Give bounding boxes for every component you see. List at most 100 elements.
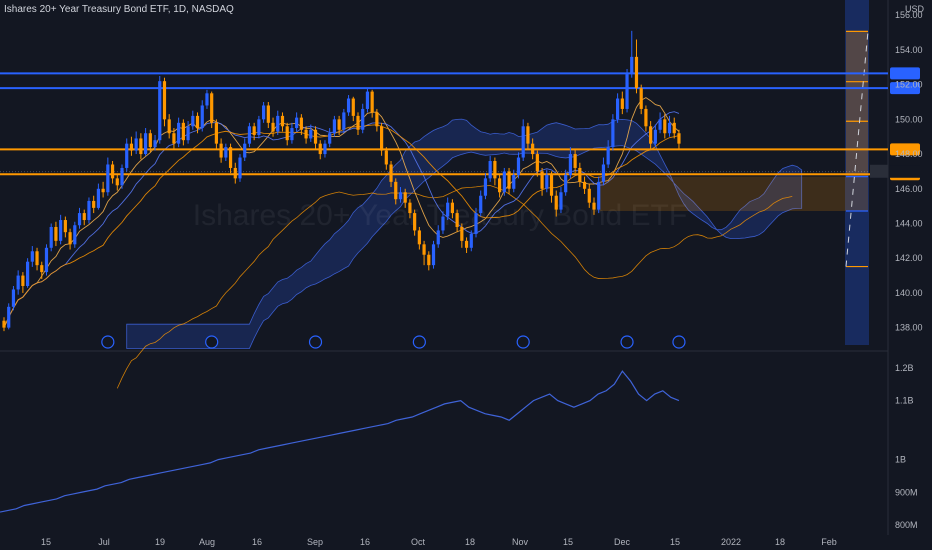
candle-body bbox=[73, 225, 77, 245]
candle-body bbox=[370, 91, 374, 113]
candle-body bbox=[573, 154, 577, 168]
candle-body bbox=[403, 192, 407, 203]
candle-body bbox=[342, 112, 346, 130]
y-tick-label: 156.00 bbox=[895, 10, 923, 20]
candle-body bbox=[526, 126, 530, 144]
candle-body bbox=[606, 147, 610, 165]
candle-body bbox=[564, 174, 568, 193]
candle-body bbox=[578, 167, 582, 182]
candle-body bbox=[464, 240, 469, 248]
dividend-marker-circle bbox=[412, 335, 426, 349]
y-tick-label: 138.00 bbox=[895, 323, 923, 333]
candle-body bbox=[549, 174, 554, 196]
x-tick-label: Jul bbox=[98, 537, 110, 547]
x-tick-label: 18 bbox=[465, 537, 475, 547]
time-axis: 15 Jul 19 Aug 16 Sep 16 Oct 18 Nov 15 Dec 15 2022 18 Fe… bbox=[41, 537, 837, 547]
candle-body bbox=[455, 213, 459, 227]
candle-body bbox=[106, 164, 110, 193]
candle-body bbox=[252, 126, 256, 135]
dividend-marker-circle bbox=[516, 335, 530, 349]
candle-body bbox=[77, 213, 82, 226]
candle-body bbox=[228, 147, 233, 168]
candle-body bbox=[295, 117, 299, 129]
x-tick-label: 19 bbox=[155, 537, 165, 547]
volume-axis: 1.2B 1.1B 1B 900M 800M bbox=[895, 363, 918, 530]
candle-body bbox=[11, 289, 16, 307]
candle-body bbox=[545, 174, 549, 189]
candle-body bbox=[535, 154, 539, 172]
candle-body bbox=[653, 129, 657, 144]
fib-zone-lower bbox=[600, 176, 868, 211]
candle-body bbox=[601, 164, 606, 182]
currency-label: USD bbox=[905, 4, 925, 14]
price-line-tag bbox=[890, 82, 920, 95]
candle-body bbox=[214, 122, 218, 144]
candle-body bbox=[195, 115, 200, 129]
dividend-markers bbox=[101, 335, 686, 349]
candle-body bbox=[540, 171, 544, 189]
candle-body bbox=[2, 320, 6, 328]
candle-body bbox=[408, 202, 412, 214]
candle-body bbox=[422, 244, 426, 255]
x-tick-label: 16 bbox=[360, 537, 370, 547]
candle-body bbox=[257, 119, 261, 135]
candle-body bbox=[191, 115, 195, 127]
avg-value-tag bbox=[890, 165, 920, 178]
candle-body bbox=[625, 74, 629, 109]
candle-body bbox=[356, 115, 360, 130]
price-line-tag bbox=[890, 67, 920, 80]
candle-body bbox=[26, 261, 30, 286]
candle-body bbox=[634, 56, 639, 89]
candle-body bbox=[181, 122, 185, 141]
chart-title: Ishares 20+ Year Treasury Bond ETF, 1D, … bbox=[4, 4, 234, 15]
candle-body bbox=[649, 126, 653, 144]
price-line-tag bbox=[890, 143, 920, 156]
candle-body bbox=[488, 161, 492, 179]
candle-body bbox=[40, 265, 44, 273]
candle-body bbox=[446, 202, 450, 217]
y-tick-label: 142.00 bbox=[895, 253, 923, 263]
candle-body bbox=[177, 122, 181, 144]
x-tick-label: Aug bbox=[199, 537, 215, 547]
candle-body bbox=[205, 93, 209, 106]
candle-body bbox=[158, 81, 162, 141]
candle-body bbox=[63, 220, 67, 233]
candle-body bbox=[658, 119, 662, 130]
candle-body bbox=[87, 200, 91, 221]
candle-body bbox=[436, 230, 440, 245]
candle-body bbox=[49, 226, 53, 248]
candle-body bbox=[413, 213, 417, 231]
candle-body bbox=[82, 213, 86, 221]
x-tick-label: 18 bbox=[775, 537, 785, 547]
y-tick-label: 144.00 bbox=[895, 218, 923, 228]
candle-body bbox=[233, 167, 237, 179]
candle-body bbox=[417, 230, 421, 245]
candle-body bbox=[380, 126, 384, 151]
candle-body bbox=[502, 171, 506, 193]
candle-body bbox=[582, 181, 587, 189]
candle-body bbox=[587, 188, 591, 203]
candle-body bbox=[271, 122, 275, 132]
candle-body bbox=[120, 167, 124, 186]
dividend-marker-circle bbox=[620, 335, 634, 349]
candle-body bbox=[285, 126, 289, 141]
candle-body bbox=[210, 93, 214, 123]
candle-body bbox=[375, 112, 379, 127]
fib-highlight bbox=[845, 0, 869, 345]
x-tick-label: 15 bbox=[670, 537, 680, 547]
candle-body bbox=[361, 108, 365, 130]
candle-body bbox=[224, 147, 228, 158]
candle-body bbox=[96, 188, 100, 208]
candle-body bbox=[262, 105, 266, 120]
candle-body bbox=[469, 233, 473, 248]
candle-body bbox=[115, 178, 119, 186]
candle-body bbox=[441, 216, 445, 231]
candle-body bbox=[68, 232, 72, 245]
fib-zone-upper bbox=[846, 31, 868, 177]
candle-body bbox=[328, 133, 332, 144]
candle-body bbox=[427, 254, 431, 266]
candle-body bbox=[394, 181, 398, 200]
candle-body bbox=[507, 171, 511, 189]
candle-body bbox=[568, 154, 572, 175]
